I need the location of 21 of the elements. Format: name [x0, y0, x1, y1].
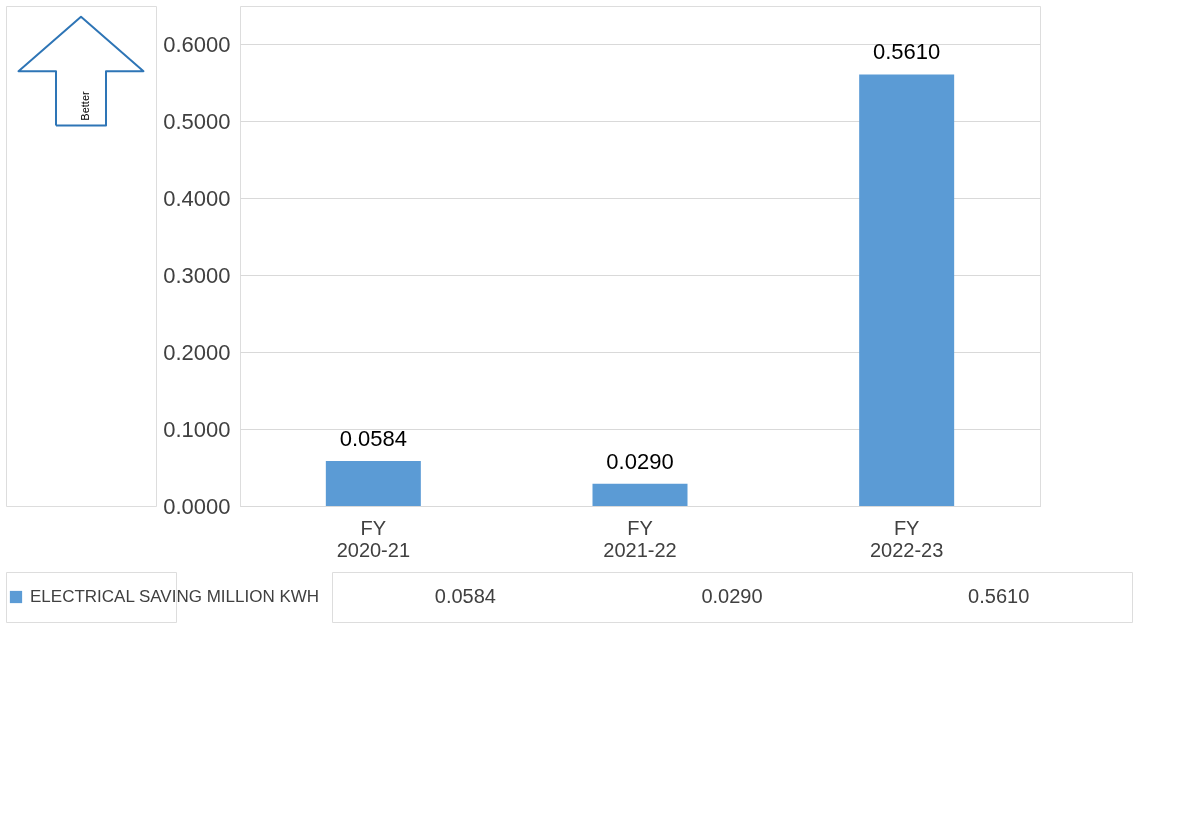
bar [592, 483, 688, 506]
y-tick-label: 0.4000 [163, 185, 231, 211]
y-tick-label: 0.2000 [163, 339, 231, 365]
y-tick-label: 0.0000 [163, 493, 231, 519]
y-tick-label: 0.1000 [163, 416, 231, 442]
text: Better [79, 91, 91, 121]
bar [325, 461, 421, 506]
data-label: 0.0584 [434, 585, 496, 607]
bar [859, 74, 955, 506]
x-tick-label: FY 2020-21 [336, 516, 411, 561]
y-tick-label: 0.3000 [163, 262, 231, 288]
y-tick-label: 0.5000 [163, 108, 231, 134]
data-label: 0.0290 [701, 585, 763, 607]
text: 0.0584 [339, 426, 407, 452]
y-tick-label: 0.6000 [163, 31, 231, 57]
text: 0.0290 [606, 448, 674, 474]
x-tick-label: FY 2021-22 [603, 516, 677, 561]
text: 0.5610 [873, 39, 941, 65]
data-label: 0.5610 [968, 585, 1030, 607]
x-tick-label: FY 2022-23 [869, 516, 944, 561]
legend-label: ELECTRICAL SAVING MILLION KWH [30, 587, 320, 606]
